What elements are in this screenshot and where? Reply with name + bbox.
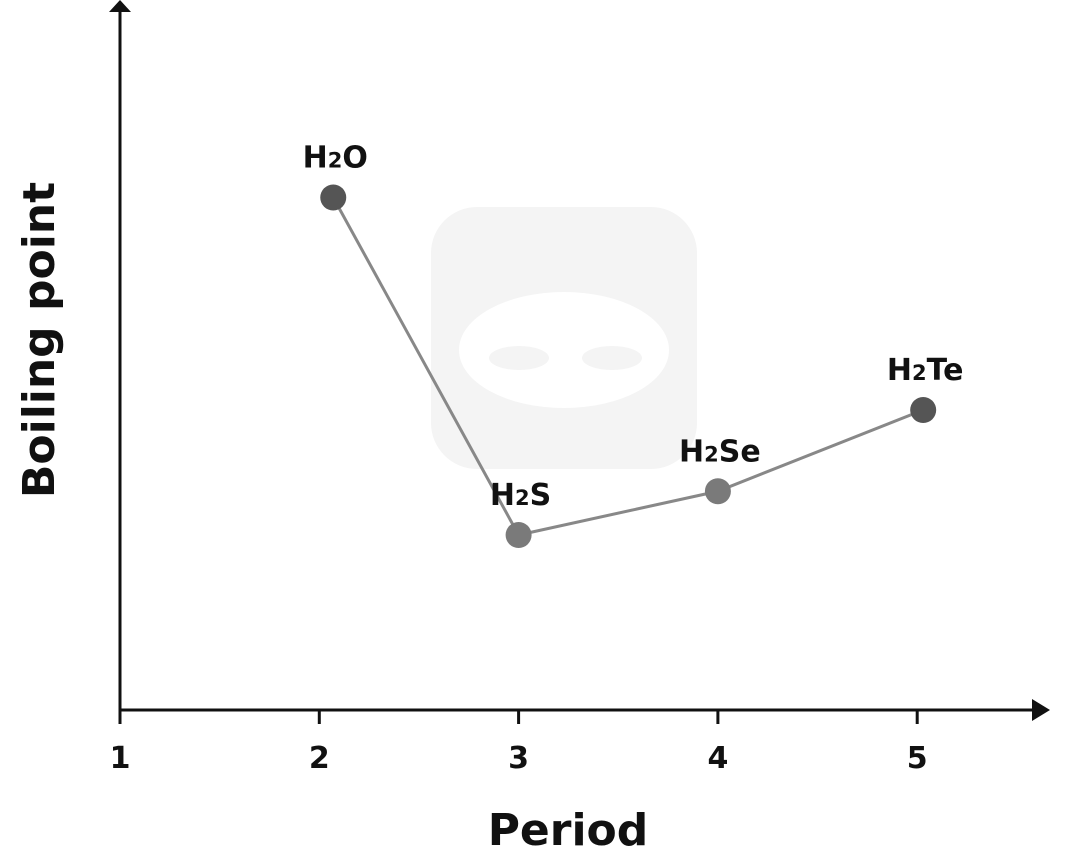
y-axis-title: Boiling point xyxy=(14,182,65,498)
x-ticks: 1 2 3 4 5 xyxy=(110,710,928,776)
data-points xyxy=(320,184,937,548)
point-label: H2O xyxy=(303,141,368,176)
x-tick-label: 3 xyxy=(508,741,529,776)
series-line xyxy=(331,196,924,537)
data-point xyxy=(505,522,532,548)
watermark-icon xyxy=(431,207,697,469)
point-labels: H2O H2S H2Se H2Te xyxy=(303,141,964,514)
x-tick-label: 4 xyxy=(707,741,728,776)
data-point xyxy=(704,478,731,505)
point-label: H2Te xyxy=(887,353,964,388)
x-tick-label: 2 xyxy=(309,741,330,776)
x-axis-arrow xyxy=(1032,699,1050,721)
x-tick-label: 5 xyxy=(907,741,928,776)
point-label: H2S xyxy=(490,478,551,513)
point-label: H2Se xyxy=(679,434,761,469)
data-point xyxy=(910,397,937,423)
data-point xyxy=(320,184,347,211)
x-axis-title: Period xyxy=(488,805,649,855)
y-axis-arrow xyxy=(109,0,131,12)
x-tick-label: 1 xyxy=(110,741,131,776)
